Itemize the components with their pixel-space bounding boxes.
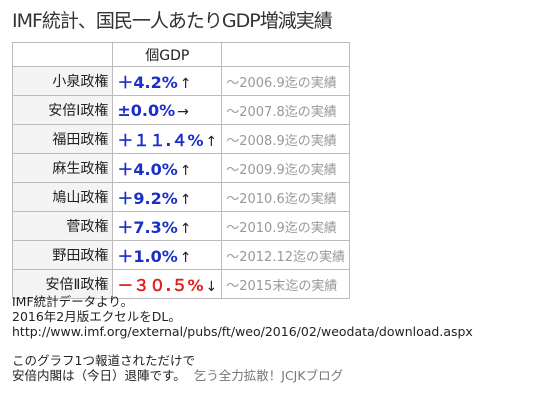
footer: IMF統計データより。 2016年2月版エクセルをDL。 http://www.… [12,294,473,383]
trend-arrow: ↑ [205,134,218,150]
gdp-value: ＋9.2% [117,189,178,208]
cabinet-name: 安倍Ⅰ政権 [11,95,114,125]
period-note: ～2010.6迄の実績 [221,182,350,212]
table-row: 菅政権 ＋7.3% ↑ ～2010.9迄の実績 [11,211,350,241]
gdp-value: ＋4.0% [117,160,178,179]
period-note: ～2012.12迄の実績 [221,240,350,270]
trend-arrow: ↑ [179,250,192,266]
blank-header [221,42,350,67]
period-note: ～2009.9迄の実績 [221,153,350,183]
cabinet-name: 安倍Ⅱ政権 [11,269,114,299]
gdp-change: ＋4.2% ↑ [112,66,223,96]
gdp-change: －３０.５% ↓ [112,269,223,299]
gdp-change: ±0.0% → [112,95,223,125]
gdp-value: －３０.５% [117,276,204,295]
table-row: 野田政権 ＋1.0% ↑ ～2012.12迄の実績 [11,240,350,270]
cabinet-name: 小泉政権 [11,66,114,96]
table-body: 小泉政権 ＋4.2% ↑ ～2006.9迄の実績 安倍Ⅰ政権 ±0.0% → ～2007.8迄… [11,66,350,299]
gdp-value: ＋１１.４% [117,131,204,150]
message-line: このグラフ1つ報道されただけで [12,353,195,368]
trend-arrow: ↑ [179,76,192,92]
table-row: 安倍Ⅱ政権 －３０.５% ↓ ～2015末迄の実績 [11,269,350,299]
gdp-value: ＋4.2% [117,73,178,92]
gdp-value: ±0.0% [117,100,176,120]
cabinet-name: 麻生政権 [11,153,114,183]
table-row: 安倍Ⅰ政権 ±0.0% → ～2007.8迄の実績 [11,95,350,125]
gdp-value: ＋1.0% [117,247,178,266]
blank-header [11,42,114,67]
footer-line: 2016年2月版エクセルをDL。 [12,309,181,324]
gdp-change: ＋7.3% ↑ [112,211,223,241]
table-row: 麻生政権 ＋4.0% ↑ ～2009.9迄の実績 [11,153,350,183]
trend-arrow: → [177,103,189,120]
cabinet-name: 野田政権 [11,240,114,270]
footer-line: IMF統計データより。 [12,294,134,309]
gdp-change: ＋4.0% ↑ [112,153,223,183]
table-row: 小泉政権 ＋4.2% ↑ ～2006.9迄の実績 [11,66,350,96]
message-line: 安倍内閣は（今日）退陣です。 乞う全力拡散！JCJKブログ [12,368,473,383]
trend-arrow: ↑ [179,221,192,237]
cabinet-name: 福田政権 [11,124,114,154]
title: IMF統計、国民一人あたりGDP増減実績 [12,10,333,32]
table-row: 鳩山政権 ＋9.2% ↑ ～2010.6迄の実績 [11,182,350,212]
period-note: ～2015末迄の実績 [221,269,350,299]
period-note: ～2006.9迄の実績 [221,66,350,96]
period-note: ～2010.9迄の実績 [221,211,350,241]
period-note: ～2008.9迄の実績 [221,124,350,154]
footer-url: http://www.imf.org/external/pubs/ft/weo/… [12,324,473,339]
table-row: 福田政権 ＋１１.４% ↑ ～2008.9迄の実績 [11,124,350,154]
trend-arrow: ↓ [205,279,218,295]
gdp-change: ＋１１.４% ↑ [112,124,223,154]
cabinet-name: 菅政権 [11,211,114,241]
message-text: 安倍内閣は（今日）退陣です。 [12,368,186,383]
column-header: 個GDP [112,42,223,67]
gdp-value: ＋7.3% [117,218,178,237]
cabinet-name: 鳩山政権 [11,182,114,212]
credit: 乞う全力拡散！JCJKブログ [193,368,344,383]
gdp-change: ＋1.0% ↑ [112,240,223,270]
period-note: ～2007.8迄の実績 [221,95,350,125]
trend-arrow: ↑ [179,192,192,208]
gdp-table: 個GDP 小泉政権 ＋4.2% ↑ ～2006.9迄の実績 安倍Ⅰ政権 ±0.0% → ～20… [11,42,350,299]
trend-arrow: ↑ [179,163,192,179]
gdp-change: ＋9.2% ↑ [112,182,223,212]
header-row: 個GDP [11,42,350,67]
